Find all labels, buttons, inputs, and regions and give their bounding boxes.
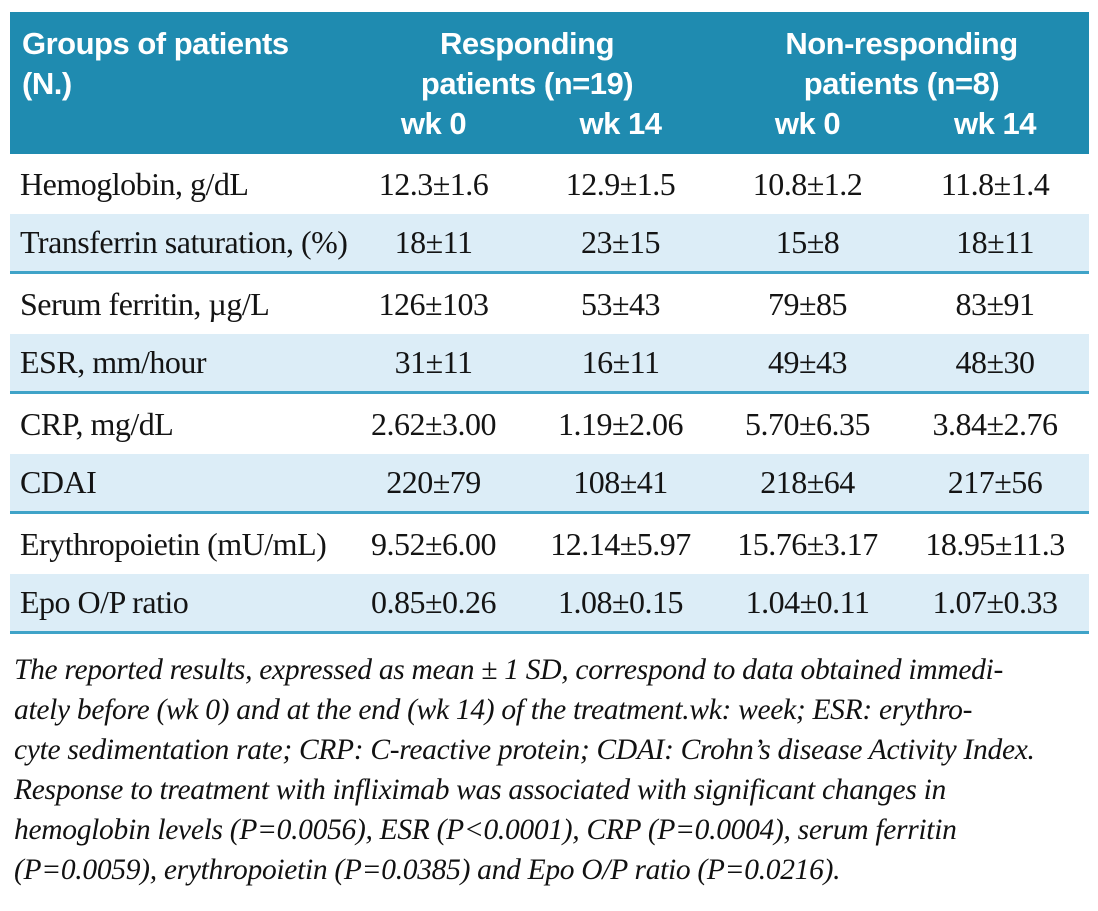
table-row: Epo O/P ratio 0.85±0.26 1.08±0.15 1.04±0… [10,574,1089,634]
header-wk0-nonresponding: wk 0 [774,106,841,141]
row-label: Hemoglobin, g/dL [20,165,249,202]
cell-value: 49±43 [767,344,848,380]
cell-value: 18.95±11.3 [925,525,1065,562]
cell-value: 83±91 [955,285,1035,322]
cell-value: 31±11 [394,344,473,380]
row-label: Transferrin saturation, (%) [20,224,348,260]
cell-value: 10.8±1.2 [752,165,863,202]
cell-value: 15±8 [775,224,840,260]
header-row-2: (N.) patients (n=19) patients (n=8) [10,64,1089,104]
header-nonresponding-group: Non-responding [785,26,1018,61]
header-nonresponding-n: patients (n=8) [803,66,1000,101]
cell-value: 126±103 [378,285,489,322]
cell-value: 11.8±1.4 [940,165,1050,202]
cell-value: 108±41 [573,464,668,500]
cell-value: 3.84±2.76 [932,405,1058,442]
row-label: CDAI [20,464,97,500]
header-groups-of-patients: Groups of patients [22,26,289,61]
cell-value: 16±11 [581,344,660,380]
cell-value: 18±11 [956,224,1034,260]
cell-value: 2.62±3.00 [370,405,497,442]
table-footnote: The reported results, expressed as mean … [10,650,1089,890]
header-wk14-responding: wk 14 [579,106,662,141]
table-row: Hemoglobin, g/dL 12.3±1.6 12.9±1.5 10.8±… [10,154,1089,214]
cell-value: 18±11 [394,224,473,260]
cell-value: 12.9±1.5 [565,165,676,202]
cell-value: 12.14±5.97 [550,525,691,562]
footnote-line: ately before (wk 0) and at the end (wk 1… [14,694,973,726]
table-row: Serum ferritin, µg/L 126±103 53±43 79±85… [10,274,1089,334]
header-wk14-nonresponding: wk 14 [954,106,1036,141]
cell-value: 1.19±2.06 [557,405,684,442]
header-responding-group: Responding [439,26,615,61]
cell-value: 79±85 [767,285,848,322]
header-row-1: Groups of patients Responding Non-respon… [10,24,1089,64]
header-wk0-responding: wk 0 [400,106,467,141]
cell-value: 5.70±6.35 [744,405,871,442]
table-row: ESR, mm/hour 31±11 16±11 49±43 48±30 [10,334,1089,394]
footnote-line: Response to treatment with infliximab wa… [14,774,946,806]
cell-value: 218±64 [760,464,855,500]
cell-value: 217±56 [947,464,1043,500]
header-row-3: wk 0 wk 14 wk 0 wk 14 [10,104,1089,144]
row-label: Erythropoietin (mU/mL) [20,525,327,562]
footnote-line: (P=0.0059), erythropoietin (P=0.0385) an… [14,854,841,886]
cell-value: 1.08±0.15 [557,584,684,620]
cell-value: 220±79 [386,464,481,500]
table-header: Groups of patients Responding Non-respon… [10,12,1089,154]
footnote-line: hemoglobin levels (P=0.0056), ESR (P<0.0… [14,814,957,846]
cell-value: 15.76±3.17 [737,525,878,562]
patients-data-table: Groups of patients Responding Non-respon… [10,12,1089,634]
row-label: CRP, mg/dL [20,405,174,442]
cell-value: 53±43 [580,285,661,322]
table-row: Transferrin saturation, (%) 18±11 23±15 … [10,214,1089,274]
table-row: CDAI 220±79 108±41 218±64 217±56 [10,454,1089,514]
cell-value: 9.52±6.00 [370,525,497,562]
cell-value: 12.3±1.6 [378,165,489,202]
footnote-line: The reported results, expressed as mean … [14,654,1003,686]
header-responding-n: patients (n=19) [420,66,634,101]
row-label: Serum ferritin, µg/L [20,285,270,322]
cell-value: 23±15 [580,224,661,260]
cell-value: 1.07±0.33 [932,584,1058,620]
cell-value: 0.85±0.26 [370,584,497,620]
cell-value: 1.04±0.11 [745,584,870,620]
table-row: CRP, mg/dL 2.62±3.00 1.19±2.06 5.70±6.35… [10,394,1089,454]
footnote-line: cyte sedimentation rate; CRP: C-reactive… [14,734,1035,766]
header-n-label: (N.) [22,66,72,101]
cell-value: 48±30 [955,344,1035,380]
table-row: Erythropoietin (mU/mL) 9.52±6.00 12.14±5… [10,514,1089,574]
row-label: Epo O/P ratio [20,584,189,620]
row-label: ESR, mm/hour [20,344,207,380]
